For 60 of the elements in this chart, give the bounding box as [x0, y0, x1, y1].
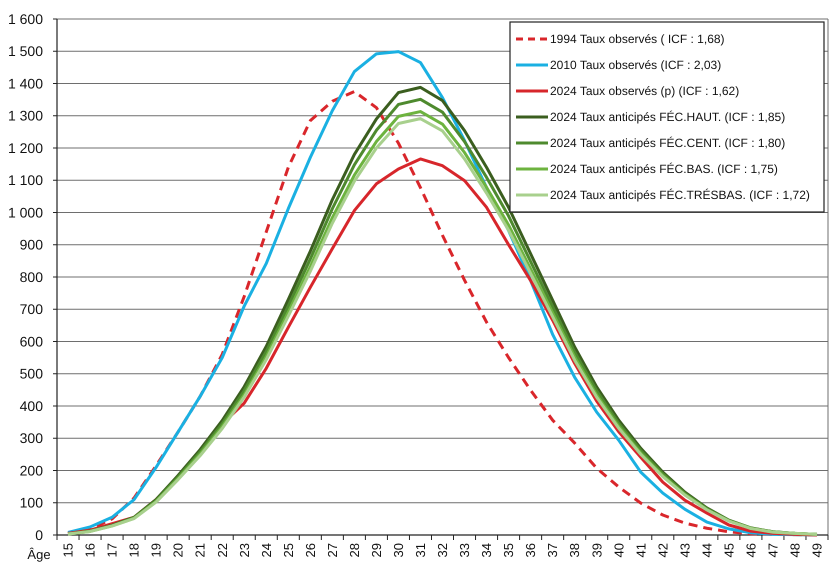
- legend-label: 2010 Taux observés (ICF : 2,03): [550, 58, 722, 72]
- y-tick-label: 1 200: [8, 140, 44, 156]
- legend-label: 2024 Taux anticipés FÉC.CENT. (ICF : 1,80): [550, 136, 786, 150]
- y-tick-label: 1 000: [8, 204, 44, 220]
- x-tick-label: 23: [236, 543, 252, 558]
- x-tick-label: 30: [390, 543, 406, 558]
- x-tick-label: 27: [324, 543, 340, 558]
- x-tick-label: 48: [788, 543, 803, 558]
- y-tick-label: 400: [20, 398, 44, 414]
- legend-label: 2024 Taux anticipés FÉC.HAUT. (ICF : 1,85): [550, 110, 786, 124]
- x-tick-label: 32: [435, 543, 450, 558]
- y-tick-label: 1 500: [8, 43, 44, 60]
- x-tick-label: 31: [413, 543, 428, 558]
- y-tick-label: 200: [20, 462, 44, 478]
- x-tick-label: 42: [655, 543, 670, 558]
- y-tick-label: 900: [20, 236, 44, 253]
- y-tick-label: 1 400: [8, 75, 44, 92]
- y-tick-label: 1 600: [8, 10, 44, 27]
- x-tick-label: 37: [545, 543, 560, 558]
- x-tick-label: 33: [457, 543, 472, 558]
- x-axis-title: Âge: [27, 547, 51, 562]
- x-tick-label: 38: [567, 543, 582, 558]
- x-tick-label: 28: [346, 543, 362, 558]
- x-tick-label: 26: [302, 543, 318, 558]
- x-tick-label: 24: [258, 543, 274, 558]
- x-tick-label: 47: [765, 543, 780, 558]
- x-tick-label: 21: [192, 543, 208, 558]
- x-tick-label: 45: [721, 543, 736, 558]
- y-tick-label: 600: [20, 333, 44, 350]
- x-tick-label: 49: [810, 543, 825, 558]
- y-tick-label: 500: [20, 366, 44, 382]
- y-tick-label: 100: [20, 494, 44, 511]
- x-tick-label: 35: [501, 543, 516, 558]
- legend-label: 1994 Taux observés ( ICF : 1,68): [550, 32, 725, 46]
- x-tick-label: 16: [82, 543, 98, 558]
- y-tick-label: 300: [20, 430, 44, 446]
- x-tick-label: 18: [126, 543, 142, 558]
- legend-label: 2024 Taux observés (p) (ICF : 1,62): [550, 84, 740, 98]
- x-tick-label: 22: [214, 543, 230, 558]
- x-tick-label: 34: [479, 543, 494, 558]
- x-tick-label: 25: [280, 543, 296, 558]
- y-tick-label: 700: [20, 301, 44, 318]
- y-tick-label: 1 100: [8, 172, 44, 188]
- y-tick-label: 1 300: [8, 108, 44, 124]
- x-tick-label: 19: [148, 543, 164, 558]
- y-tick-label: 0: [35, 526, 44, 543]
- legend-label: 2024 Taux anticipés FÉC.TRÉSBAS. (ICF : 1,72): [550, 188, 810, 202]
- y-tick-label: 800: [20, 268, 44, 285]
- x-tick-label: 44: [699, 543, 714, 558]
- x-tick-label: 29: [368, 543, 384, 558]
- x-tick-label: 17: [104, 543, 120, 558]
- x-tick-label: 20: [170, 543, 186, 558]
- x-tick-label: 39: [589, 543, 604, 558]
- x-tick-label: 15: [60, 543, 76, 558]
- x-tick-label: 43: [677, 543, 692, 558]
- x-tick-label: 46: [743, 543, 758, 558]
- x-tick-label: 41: [633, 543, 648, 558]
- x-tick-label: 36: [523, 543, 538, 558]
- x-tick-label: 40: [611, 543, 626, 558]
- legend-label: 2024 Taux anticipés FÉC.BAS. (ICF : 1,75): [550, 162, 778, 176]
